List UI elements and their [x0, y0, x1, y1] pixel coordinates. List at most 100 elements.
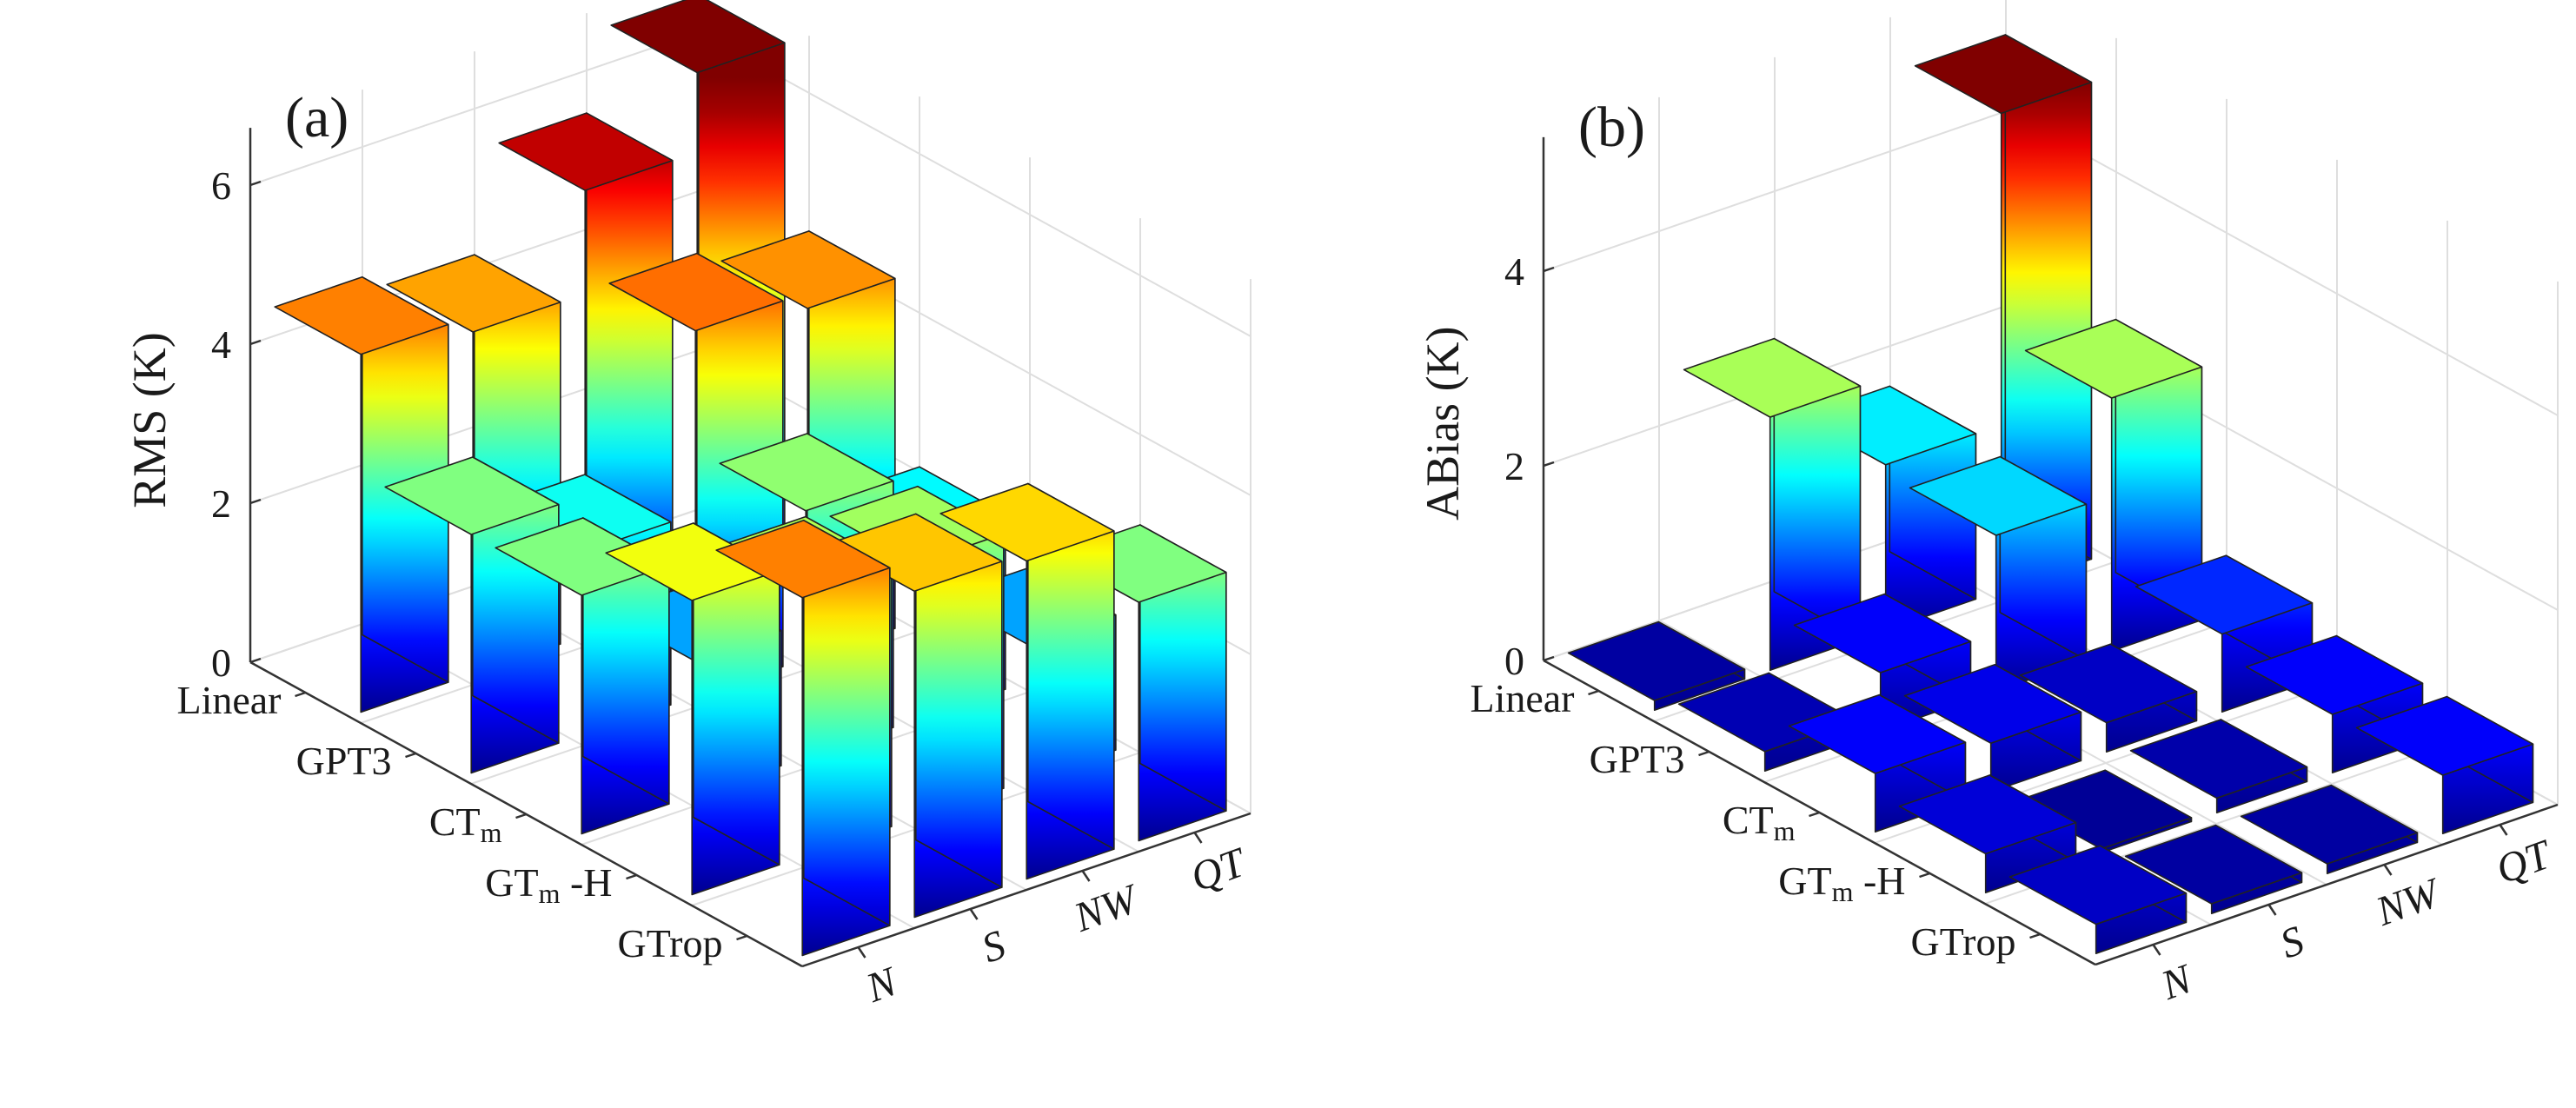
z-axis-label: ABias (K) — [1417, 326, 1469, 520]
bar-face-top — [715, 519, 891, 599]
bar-face-top — [719, 433, 894, 512]
method-label: Linear — [176, 678, 281, 722]
method-label: CTm — [429, 799, 502, 848]
region-label: S — [976, 921, 1012, 972]
bar-face-top — [2008, 845, 2188, 926]
method-tick — [736, 934, 747, 941]
method-label-main: GT — [1778, 859, 1831, 903]
bar-face-top — [1788, 693, 1967, 774]
bar-gt-s — [2014, 769, 2193, 854]
region-label: N — [860, 958, 905, 1012]
z-tick-label: 6 — [211, 163, 231, 208]
method-label-subscript: m — [539, 878, 561, 909]
method-label-main: CT — [1723, 798, 1774, 842]
bars — [274, 0, 1227, 957]
region-tick — [2152, 944, 2161, 956]
bar-gtrop-n — [715, 519, 891, 957]
bar-face-top — [384, 456, 560, 535]
method-tick — [1809, 811, 1820, 818]
region-axis — [2095, 803, 2559, 966]
bar-face-top — [386, 254, 561, 333]
bar-gtrop-nw — [2240, 784, 2419, 875]
bar-gpt3-nw — [1909, 455, 2088, 693]
method-label-suffix: -H — [560, 860, 612, 905]
bar-face-top — [2245, 634, 2424, 715]
bar-gtrop-qt — [1052, 524, 1227, 842]
method-tick — [626, 873, 637, 880]
bar-ct-n — [495, 517, 670, 835]
region-tick — [857, 946, 866, 959]
bar-face-top — [1898, 774, 2077, 855]
method-tick — [515, 813, 527, 819]
method-label: GTm -H — [485, 860, 612, 909]
method-label: GTrop — [1910, 919, 2015, 964]
method-tick — [295, 691, 306, 698]
bar-gt-nw — [2129, 719, 2308, 814]
bar-face-top — [274, 275, 449, 355]
method-label-main: GPT3 — [296, 739, 392, 783]
method-label-main: GT — [485, 860, 538, 905]
z-axis-label: RMS (K) — [123, 332, 176, 508]
region-label: QT — [1185, 839, 1253, 901]
method-tick — [1698, 750, 1710, 757]
bar-face-top — [608, 252, 784, 332]
bar-face-top — [2355, 695, 2534, 776]
region-label: N — [2154, 955, 2200, 1009]
bar-gtrop-s — [827, 513, 1003, 919]
method-label-main: GPT3 — [1590, 737, 1685, 781]
bar-linear-n — [1567, 620, 1746, 712]
bar-gtrop-nw — [939, 482, 1115, 880]
method-label-main: Linear — [176, 678, 281, 722]
bar-face-top — [1914, 34, 2093, 115]
bars — [1567, 34, 2534, 954]
panel-label: (b) — [1578, 96, 1645, 159]
method-label-main: GTrop — [1910, 919, 2015, 964]
region-label: NW — [2369, 869, 2447, 935]
method-tick — [405, 752, 416, 759]
bar-face-top — [2129, 719, 2308, 799]
region-label: QT — [2490, 831, 2559, 893]
bar-face-top — [939, 482, 1115, 562]
bar-ct-qt — [2134, 554, 2314, 713]
method-label-main: CT — [429, 799, 481, 844]
method-label-subscript: m — [1774, 815, 1796, 846]
region-tick — [2267, 904, 2277, 916]
z-tick — [249, 339, 262, 346]
region-axis — [801, 812, 1251, 968]
bar-gpt3-n — [384, 456, 560, 774]
method-label: Linear — [1470, 676, 1574, 720]
z-tick — [1543, 461, 1555, 468]
region-tick — [2383, 864, 2393, 876]
bar-face-top — [1567, 620, 1746, 701]
method-tick — [1919, 872, 1930, 879]
z-tick-label: 0 — [211, 640, 231, 685]
region-tick — [1081, 870, 1091, 882]
region-label: S — [2274, 917, 2310, 967]
bar-linear-qt — [1914, 34, 2093, 592]
z-tick-label: 2 — [211, 481, 231, 526]
z-tick — [1543, 655, 1555, 662]
bar-gt-n — [1898, 774, 2077, 893]
bar-face-top — [2019, 643, 2198, 724]
bar-face-top — [610, 0, 786, 74]
bar-face-top — [1683, 337, 1862, 418]
bar-ct-s — [1903, 663, 2082, 793]
bar-linear-s — [1683, 337, 1862, 672]
method-label: GPT3 — [1590, 737, 1685, 781]
bar-face-top — [1793, 593, 1972, 673]
method-label: GPT3 — [296, 739, 392, 783]
bar-face-top — [1909, 455, 2088, 536]
z-tick — [249, 498, 262, 505]
bar-face-top — [2240, 784, 2419, 865]
method-label-subscript: m — [1832, 876, 1854, 907]
bar-face-top — [1903, 663, 2082, 745]
region-tick — [1193, 832, 1203, 844]
z-tick-label: 2 — [1504, 444, 1524, 488]
z-tick-label: 4 — [211, 322, 231, 367]
z-tick — [1543, 266, 1555, 273]
z-tick — [249, 180, 262, 187]
bar-gtrop-qt — [2355, 695, 2534, 835]
bar-face-top — [2134, 554, 2314, 635]
